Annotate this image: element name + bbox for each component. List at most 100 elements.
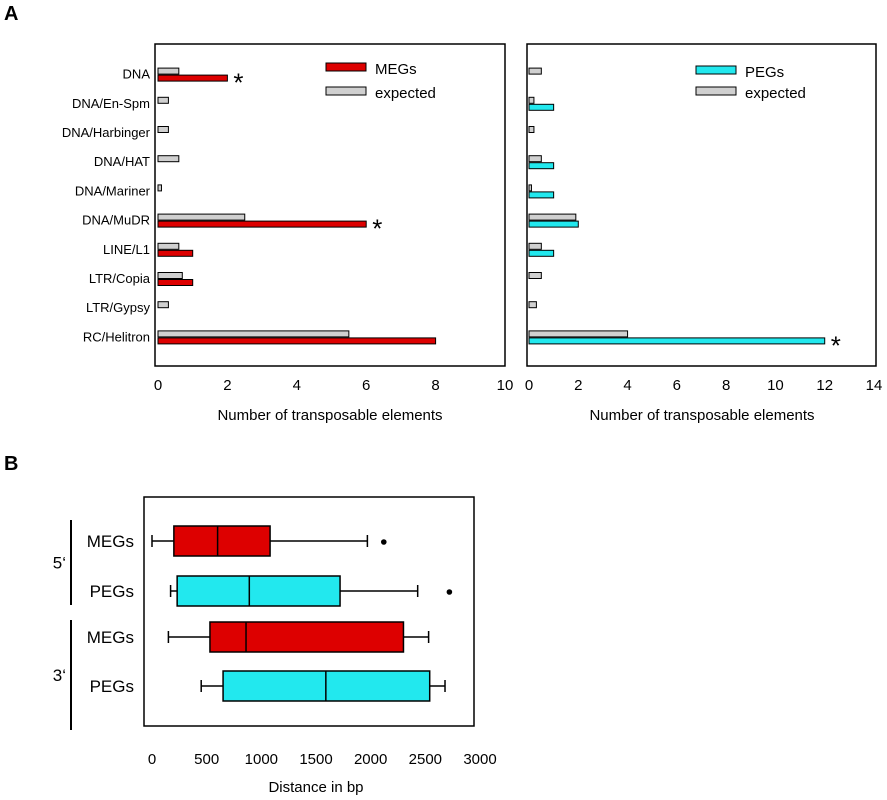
x-tick-label: 3000 bbox=[463, 751, 496, 768]
legend-label-expected: expected bbox=[745, 85, 806, 102]
significance-star: * bbox=[233, 68, 243, 98]
x-tick-label: 6 bbox=[362, 377, 370, 394]
bar-expected-dna-mariner bbox=[157, 184, 162, 192]
bars-layer bbox=[528, 67, 826, 345]
row-label: PEGs bbox=[90, 677, 134, 696]
x-tick-labels: 0 2 4 6 8 10 12 14 bbox=[525, 377, 883, 394]
legend-swatch-pegs bbox=[695, 65, 737, 75]
bar-megs-dna bbox=[157, 74, 228, 82]
x-axis-title: Number of transposable elements bbox=[217, 407, 442, 424]
bar-expected-line-l1 bbox=[157, 242, 180, 250]
bar-megs-dna-mudr bbox=[157, 220, 367, 228]
bar-expected-ltr-gypsy bbox=[528, 301, 537, 309]
outlier-point bbox=[380, 539, 387, 545]
legend-swatch-expected bbox=[325, 86, 367, 96]
bar-expected-dna-harbinger bbox=[157, 126, 169, 133]
bar-pegs-rc-helitron bbox=[528, 337, 826, 345]
bar-expected-ltr-gypsy bbox=[157, 301, 169, 309]
x-axis-title: Distance in bp bbox=[268, 779, 363, 796]
bar-expected-dna-en-spm bbox=[528, 96, 535, 104]
x-tick-label: 1500 bbox=[299, 751, 332, 768]
x-tick-label: 500 bbox=[194, 751, 219, 768]
legend-label-pegs: PEGs bbox=[745, 64, 784, 81]
outlier-point bbox=[446, 589, 453, 595]
bar-megs-rc-helitron bbox=[157, 337, 437, 345]
significance-star: * bbox=[831, 330, 841, 360]
x-tick-label: 2 bbox=[223, 377, 231, 394]
bar-expected-rc-helitron bbox=[157, 330, 350, 338]
significance-markers: * bbox=[831, 330, 841, 360]
plot-frame bbox=[154, 43, 506, 367]
significance-star: * bbox=[372, 214, 382, 244]
legend-swatch-megs bbox=[325, 62, 367, 72]
row-label: MEGs bbox=[87, 628, 134, 647]
x-tick-label: 4 bbox=[623, 377, 631, 394]
bar-expected-rc-helitron bbox=[528, 330, 629, 338]
x-tick-label: 1000 bbox=[245, 751, 278, 768]
iqr-box bbox=[209, 621, 405, 653]
legend: MEGs expected bbox=[325, 61, 436, 102]
bar-expected-ltr-copia bbox=[157, 272, 183, 279]
bar-pegs-dna-hat bbox=[528, 162, 555, 170]
row-label: MEGs bbox=[87, 532, 134, 551]
x-axis-title: Number of transposable elements bbox=[589, 407, 814, 424]
legend-label-expected: expected bbox=[375, 85, 436, 102]
box-megs-3prime bbox=[167, 621, 430, 653]
bar-expected-dna-mariner bbox=[528, 184, 532, 192]
x-tick-label: 10 bbox=[767, 377, 784, 394]
category-label: RC/Helitron bbox=[83, 329, 150, 344]
bar-expected-dna bbox=[528, 67, 542, 75]
row-label: PEGs bbox=[90, 582, 134, 601]
x-tick-label: 8 bbox=[431, 377, 439, 394]
category-labels: DNA DNA/En-Spm DNA/Harbinger DNA/HAT DNA/Mar… bbox=[62, 67, 151, 345]
group-labels: 5‘ 3‘ bbox=[53, 520, 72, 730]
x-tick-label: 14 bbox=[866, 377, 883, 394]
x-tick-label: 0 bbox=[154, 377, 162, 394]
iqr-box bbox=[176, 575, 341, 607]
bar-pegs-dna-en-spm bbox=[528, 103, 555, 111]
significance-markers: ** bbox=[233, 68, 382, 244]
bars-layer bbox=[157, 67, 437, 345]
category-label: DNA/Harbinger bbox=[62, 125, 151, 140]
box-megs-5prime bbox=[151, 525, 387, 557]
bar-expected-dna-harbinger bbox=[528, 126, 535, 133]
bar-expected-dna-mudr bbox=[528, 213, 577, 221]
category-label: LINE/L1 bbox=[103, 242, 150, 257]
category-label: DNA/Mariner bbox=[75, 183, 151, 198]
bar-expected-dna bbox=[157, 67, 180, 75]
panel-b-letter: B bbox=[4, 453, 18, 475]
bar-pegs-line-l1 bbox=[528, 249, 555, 257]
x-tick-label: 2500 bbox=[409, 751, 442, 768]
group-label: 5‘ bbox=[53, 554, 66, 573]
legend-swatch-expected bbox=[695, 86, 737, 96]
x-tick-labels: 0 2 4 6 8 10 bbox=[154, 377, 514, 394]
bar-megs-ltr-copia bbox=[157, 279, 194, 286]
bar-megs-line-l1 bbox=[157, 249, 194, 257]
legend: PEGs expected bbox=[695, 64, 806, 102]
iqr-box bbox=[173, 525, 271, 557]
x-tick-label: 10 bbox=[497, 377, 514, 394]
category-label: LTR/Copia bbox=[89, 271, 151, 286]
category-label: DNA/MuDR bbox=[82, 213, 150, 228]
x-tick-label: 12 bbox=[816, 377, 833, 394]
boxes-layer bbox=[151, 525, 453, 702]
x-tick-label: 2000 bbox=[354, 751, 387, 768]
bar-expected-line-l1 bbox=[528, 242, 542, 250]
bar-expected-dna-hat bbox=[528, 155, 542, 163]
bar-pegs-dna-mariner bbox=[528, 191, 555, 199]
category-label: LTR/Gypsy bbox=[86, 300, 151, 315]
panel-a-letter: A bbox=[4, 3, 18, 25]
bar-expected-dna-mudr bbox=[157, 213, 246, 221]
bar-expected-dna-en-spm bbox=[157, 96, 169, 104]
plot-frame bbox=[143, 496, 475, 727]
panel-a-megs-chart: DNA DNA/En-Spm DNA/Harbinger DNA/HAT DNA/Mar… bbox=[62, 43, 514, 424]
category-label: DNA/En-Spm bbox=[72, 96, 150, 111]
box-pegs-5prime bbox=[169, 575, 453, 607]
category-label: DNA/HAT bbox=[94, 154, 150, 169]
group-label: 3‘ bbox=[53, 666, 66, 685]
bar-pegs-dna-mudr bbox=[528, 220, 579, 228]
x-tick-label: 0 bbox=[525, 377, 533, 394]
row-labels: MEGs PEGs MEGs PEGs bbox=[87, 532, 134, 696]
panel-a-pegs-chart: 0 2 4 6 8 10 12 14 * PEGs expected Number of tr… bbox=[525, 43, 883, 424]
